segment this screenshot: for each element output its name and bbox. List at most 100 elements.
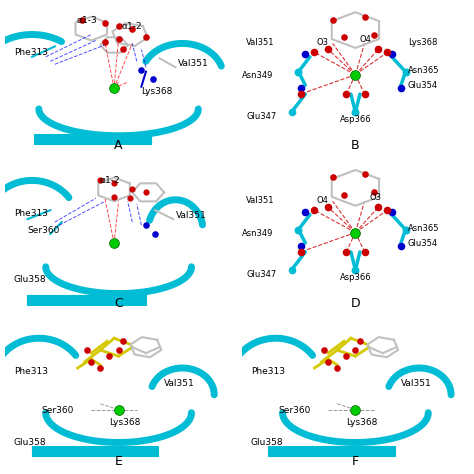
Text: Val351: Val351 [246,196,274,205]
Point [352,229,359,237]
Point [324,203,332,211]
Text: Lys368: Lys368 [141,87,173,96]
Point [110,193,118,201]
Text: Ser360: Ser360 [27,226,60,235]
Point [324,46,332,53]
Point [352,406,359,413]
Point [343,248,350,255]
Text: Asn349: Asn349 [242,71,273,80]
Point [83,346,91,354]
Point [388,50,396,58]
Text: E: E [115,455,123,468]
Point [374,203,382,211]
Point [151,230,159,238]
Point [119,46,127,53]
Text: Asn365: Asn365 [408,66,439,75]
Text: Phe313: Phe313 [14,48,48,57]
Text: O3: O3 [317,38,328,47]
Point [361,90,368,98]
Text: F: F [352,455,359,468]
Text: O4: O4 [317,196,328,205]
Text: Glu347: Glu347 [246,270,276,279]
Point [383,49,391,56]
Point [297,242,305,250]
Point [361,13,368,20]
Point [128,25,136,32]
Point [361,248,368,255]
Text: Glu354: Glu354 [408,239,438,248]
Point [142,189,150,196]
Text: Lys368: Lys368 [408,38,437,47]
Point [97,177,104,184]
Point [297,248,305,255]
Point [97,364,104,372]
Point [137,66,145,74]
Point [401,68,409,75]
Point [340,34,348,41]
Text: Glu354: Glu354 [408,81,438,90]
Point [149,75,156,83]
Point [110,180,118,187]
Text: α1-2: α1-2 [122,22,143,31]
Text: Glu358: Glu358 [14,438,46,447]
Point [343,352,350,360]
Text: Phe313: Phe313 [251,367,285,376]
Point [370,31,377,38]
Point [115,346,122,354]
Point [128,185,136,193]
Point [401,226,409,233]
Point [295,226,302,233]
Text: Phe313: Phe313 [14,209,48,218]
Point [110,239,118,247]
Text: Val351: Val351 [401,379,432,388]
Point [101,19,109,27]
Point [329,173,337,181]
Point [301,50,309,58]
Text: Ser360: Ser360 [278,406,310,415]
Text: Val351: Val351 [178,59,209,68]
Point [297,84,305,92]
Point [333,364,341,372]
Point [401,68,409,75]
Point [397,242,405,250]
Point [352,346,359,354]
Text: Glu358: Glu358 [14,274,46,283]
Point [329,16,337,23]
Point [352,108,359,116]
Point [374,46,382,53]
Point [352,266,359,273]
Point [352,266,359,273]
Point [115,22,122,29]
Point [142,221,150,229]
Text: Phe313: Phe313 [14,367,48,376]
Text: A: A [114,139,123,152]
Point [297,90,305,98]
Text: B: B [351,139,360,152]
Point [101,38,109,46]
Point [383,206,391,214]
Point [106,352,113,360]
Text: O4: O4 [360,35,372,44]
Text: Asp366: Asp366 [339,115,371,124]
Text: α1-3: α1-3 [76,16,97,25]
Text: D: D [351,297,360,310]
Point [320,346,328,354]
Text: Ser360: Ser360 [41,406,73,415]
Point [370,189,377,196]
Point [343,90,350,98]
Point [110,84,118,92]
Text: Glu347: Glu347 [246,112,276,121]
Point [126,194,134,202]
Point [142,34,150,41]
Point [397,84,405,92]
Point [295,226,302,233]
Text: α1-2: α1-2 [99,176,120,185]
Text: Glu358: Glu358 [251,438,283,447]
Text: Lys368: Lys368 [109,418,141,427]
Point [310,49,318,56]
Point [88,358,95,366]
Text: Val351: Val351 [164,379,195,388]
Point [288,108,295,116]
Point [115,406,122,413]
Text: O3: O3 [369,193,381,202]
